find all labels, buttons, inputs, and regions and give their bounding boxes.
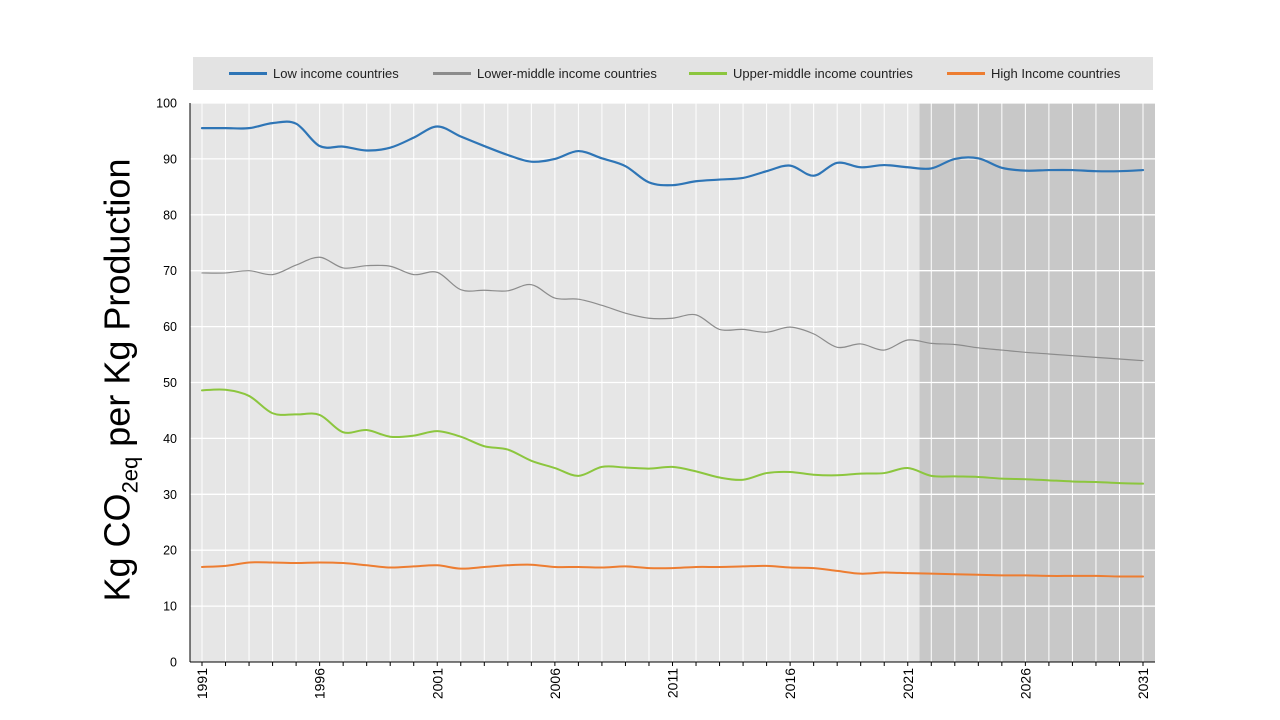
x-tick-label: 2031	[1135, 668, 1151, 699]
legend-swatch-upper-middle-income	[689, 72, 727, 75]
legend-item-high-income: High Income countries	[947, 57, 1120, 90]
legend-item-low-income: Low income countries	[229, 57, 399, 90]
legend: Low income countries Lower-middle income…	[193, 57, 1153, 90]
y-axis-label-suffix: per Kg Production	[96, 158, 138, 457]
y-tick-label: 60	[163, 320, 177, 334]
legend-label-lower-middle-income: Lower-middle income countries	[477, 66, 657, 81]
x-tick-label: 2001	[429, 668, 445, 699]
y-tick-label: 40	[163, 432, 177, 446]
legend-label-upper-middle-income: Upper-middle income countries	[733, 66, 913, 81]
x-tick-labels: 1991 1996 2001 2006 2011 2016 2021 2026 2031	[194, 668, 1151, 699]
y-tick-label: 80	[163, 208, 177, 222]
x-tick-label: 2021	[900, 668, 916, 699]
y-axis-label-subscript: 2eq	[117, 456, 143, 494]
y-tick-labels: 0 10 20 30 40 50 60 70 80 90 100	[156, 97, 177, 670]
series-line-high-income-countries	[201, 561, 1144, 578]
legend-item-upper-middle-income: Upper-middle income countries	[689, 57, 913, 90]
y-tick-label: 70	[163, 264, 177, 278]
series-line-lower-middle-income-countries	[201, 256, 1144, 362]
legend-swatch-low-income	[229, 72, 267, 75]
series-line-upper-middle-income-countries	[201, 388, 1144, 485]
x-tick-label: 2026	[1017, 668, 1033, 699]
x-tick-label: 2011	[665, 668, 681, 698]
y-tick-label: 0	[170, 656, 177, 670]
y-tick-label: 10	[163, 600, 177, 614]
x-tick-label: 1991	[194, 668, 210, 699]
legend-label-low-income: Low income countries	[273, 66, 399, 81]
x-tick-label: 2016	[782, 668, 798, 699]
gridlines	[190, 102, 1155, 662]
y-axis-label: Kg CO2eq per Kg Production	[97, 159, 144, 602]
axes	[189, 103, 1155, 666]
y-tick-label: 50	[163, 376, 177, 390]
y-axis-label-prefix: Kg CO	[96, 493, 138, 602]
series-layer	[200, 120, 1145, 578]
legend-swatch-lower-middle-income	[433, 72, 471, 75]
legend-item-lower-middle-income: Lower-middle income countries	[433, 57, 657, 90]
series-line-low-income-countries	[200, 120, 1145, 187]
y-tick-label: 20	[163, 544, 177, 558]
y-tick-label: 30	[163, 488, 177, 502]
x-tick-label: 2006	[547, 668, 563, 699]
legend-swatch-high-income	[947, 72, 985, 75]
y-tick-label: 90	[163, 152, 177, 166]
y-tick-label: 100	[156, 97, 177, 111]
x-tick-label: 1996	[312, 668, 328, 699]
legend-label-high-income: High Income countries	[991, 66, 1121, 81]
